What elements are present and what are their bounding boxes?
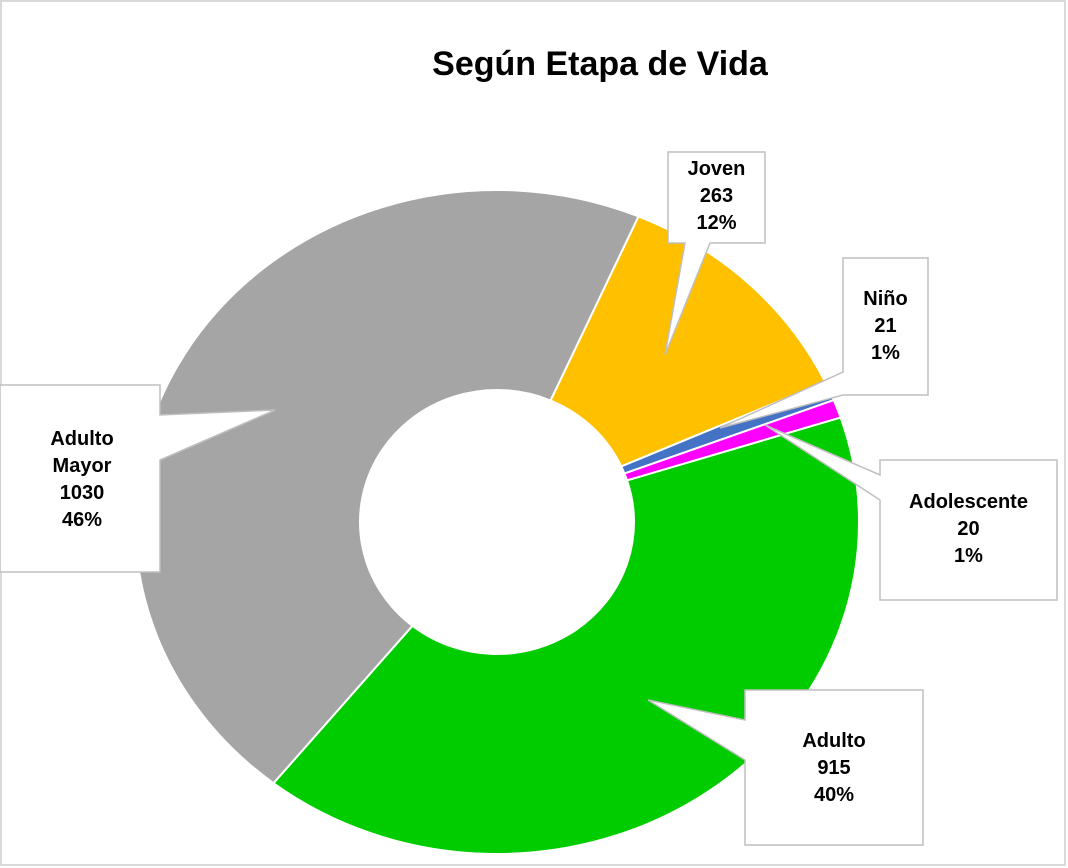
data-label: Adulto 915 40% [745, 728, 923, 809]
callout-box [764, 424, 1058, 601]
label-name: Niño [863, 288, 908, 310]
callout-box [664, 151, 766, 356]
label-value: 20 [957, 518, 980, 540]
callout-box [719, 257, 929, 429]
label-percent: 1% [954, 545, 983, 567]
label-percent: 12% [696, 212, 737, 234]
callout-box [0, 384, 276, 573]
label-value: 21 [874, 315, 897, 337]
chart-title: Según Etapa de Vida [432, 45, 768, 83]
label-percent: 1% [871, 342, 900, 364]
donut-slice [272, 416, 860, 855]
label-percent: 40% [813, 784, 855, 806]
label-value: 1030 [59, 482, 105, 504]
data-label: Adulto Mayor 1030 46% [37, 426, 127, 534]
label-percent: 46% [61, 509, 103, 531]
data-label: Joven 263 12% [668, 156, 765, 237]
label-value: 263 [699, 185, 734, 207]
label-name: Adulto [802, 730, 866, 752]
callout-box [647, 689, 924, 846]
data-label: Adolescente 20 1% [880, 489, 1057, 570]
label-name: Adulto Mayor [50, 428, 114, 477]
label-name: Adolescente [909, 491, 1028, 513]
data-label: Niño 21 1% [843, 286, 928, 367]
label-name: Joven [687, 158, 746, 180]
label-value: 915 [817, 757, 851, 779]
